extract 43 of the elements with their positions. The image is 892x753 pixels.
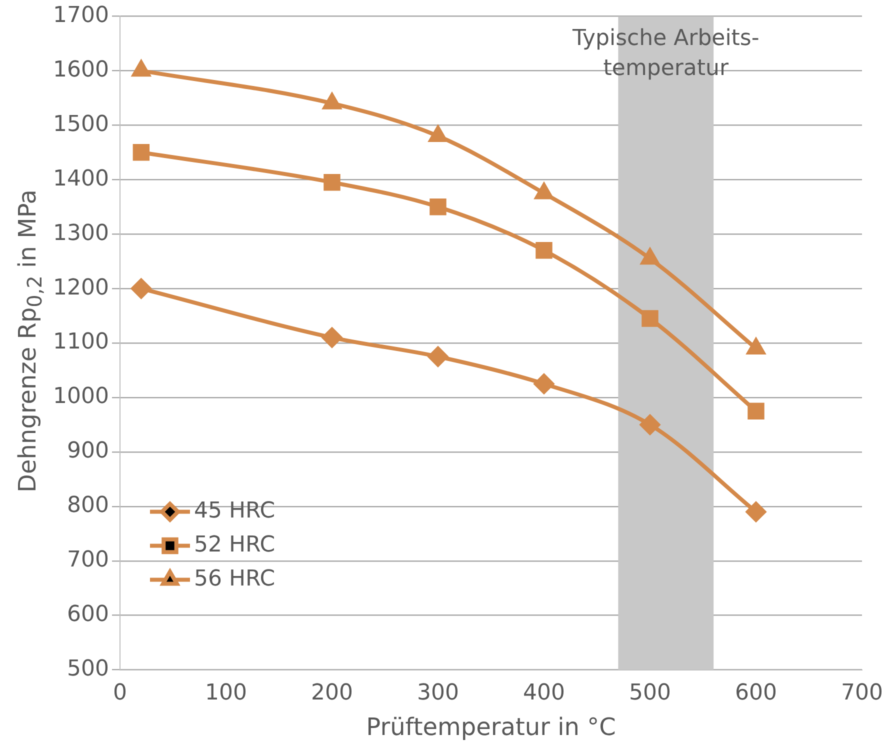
y-tick-label: 1300: [52, 220, 109, 246]
x-tick-label: 200: [310, 680, 353, 706]
point: [641, 248, 659, 265]
point: [746, 502, 766, 522]
y-tick-label: 500: [66, 656, 109, 682]
point: [748, 402, 764, 420]
x-tick-label: 400: [522, 680, 565, 706]
x-tick-label: 0: [112, 680, 127, 706]
y-tick-label: 900: [66, 438, 109, 464]
y-tick-label: 1500: [52, 112, 109, 137]
x-tick-label: 300: [416, 680, 459, 706]
legend-label: 56 HRC: [194, 566, 276, 592]
band-label: Typische Arbeits- temperatur: [571, 26, 760, 81]
x-tick-label: 500: [628, 680, 671, 706]
y-tick-label: 1600: [52, 57, 109, 82]
point: [534, 374, 554, 394]
x-tick-label: 100: [204, 680, 247, 706]
point: [132, 60, 150, 77]
y-tick-label: 1000: [52, 384, 109, 410]
y-tick-label: 1100: [52, 330, 109, 355]
x-tick-label: 700: [841, 680, 883, 706]
y-tick-label: 1200: [52, 275, 109, 300]
point: [642, 310, 658, 327]
y-tick-label: 1400: [52, 166, 109, 192]
point: [132, 144, 150, 161]
y-tick-label: 600: [66, 602, 109, 628]
x-tick-label: 600: [735, 680, 777, 706]
point: [536, 242, 552, 259]
point: [640, 414, 660, 435]
y-tick-label: 700: [66, 548, 109, 573]
point: [323, 93, 341, 110]
point: [322, 328, 342, 348]
y-tick-label: 800: [66, 493, 109, 518]
point: [131, 278, 152, 299]
legend-label: 45 HRC: [194, 498, 276, 524]
point: [428, 346, 448, 367]
x-axis-title: Prüftemperatur in °C: [366, 712, 616, 741]
point: [535, 183, 553, 200]
point: [429, 126, 447, 142]
point: [430, 198, 446, 216]
legend-label: 52 HRC: [194, 532, 276, 558]
point: [324, 174, 340, 191]
y-tick-label: 1700: [52, 2, 109, 28]
